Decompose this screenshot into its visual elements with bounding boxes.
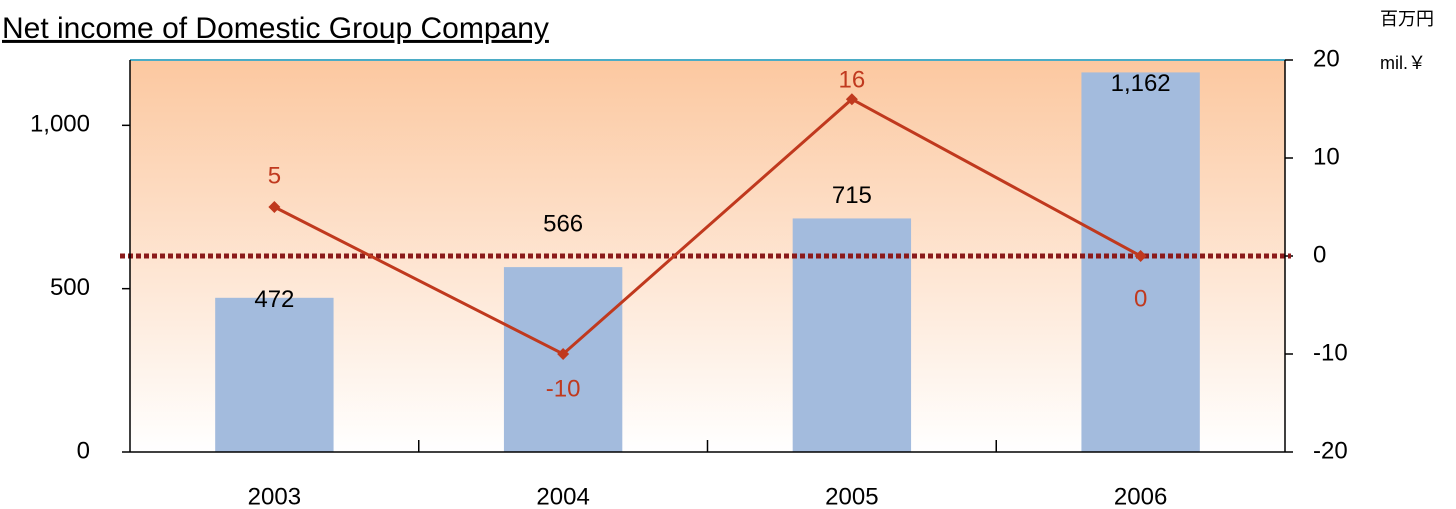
y2-tick-label: 20 xyxy=(1313,45,1340,72)
bar xyxy=(1081,72,1200,452)
y-tick-label: 1,000 xyxy=(30,111,90,138)
y-tick-label: 500 xyxy=(50,274,90,301)
x-tick-label: 2005 xyxy=(825,483,878,509)
line xyxy=(273,97,1142,356)
unit-label: 百万円 xyxy=(1380,9,1434,29)
chart-title: Net income of Domestic Group Company xyxy=(2,12,549,45)
y2-tick-label: 0 xyxy=(1313,241,1326,268)
bar-value-label: 1,162 xyxy=(1111,70,1171,97)
line-value-label: -10 xyxy=(546,375,581,402)
y-tick-label: 0 xyxy=(77,437,90,464)
bar-value-label: 566 xyxy=(543,210,583,237)
y2-tick-label: -10 xyxy=(1313,339,1348,366)
line-marker xyxy=(557,348,570,360)
bar-value-label: 715 xyxy=(832,182,872,209)
x-tick-label: 2006 xyxy=(1114,483,1167,509)
line-marker xyxy=(268,201,281,213)
line-marker xyxy=(1134,250,1147,262)
y2-tick-label: -20 xyxy=(1313,437,1348,464)
x-tick-label: 2004 xyxy=(536,483,589,509)
unit-label-en: mil.￥ xyxy=(1380,53,1426,73)
bar-value-label: 472 xyxy=(254,286,294,313)
x-tick-label: 2003 xyxy=(248,483,301,509)
bar xyxy=(792,218,912,452)
line-marker xyxy=(845,93,858,106)
y2-tick-label: 10 xyxy=(1313,143,1340,170)
line-value-label: 5 xyxy=(268,162,281,189)
bar xyxy=(215,297,334,452)
line-value-label: 16 xyxy=(839,67,866,94)
line-value-label: 0 xyxy=(1134,285,1147,312)
